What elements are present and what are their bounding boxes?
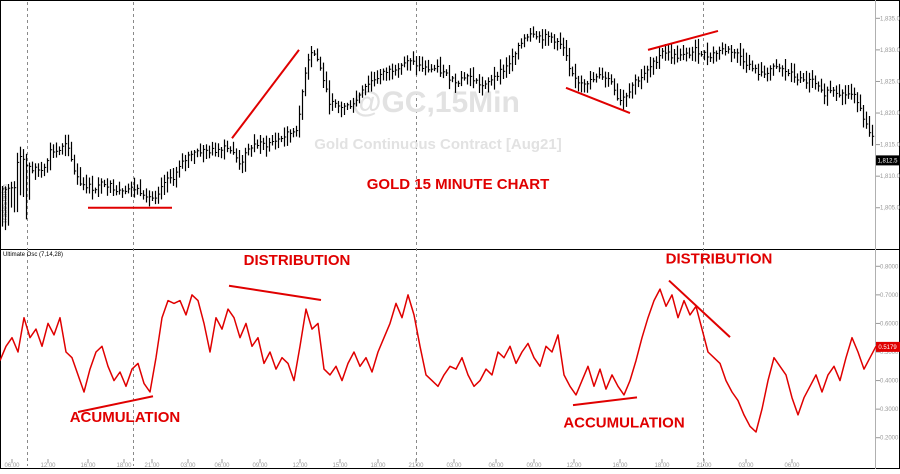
time-tick-label-2: 16:00 (80, 463, 96, 469)
session-lines (27, 2, 704, 466)
oscillator-annotations: DISTRIBUTION ACUMULATION ACCUMULATION DISTR… (70, 250, 773, 431)
time-tick-label-16: 16:00 (612, 463, 628, 469)
osc-tick-label-3: 0.5000 (880, 350, 899, 356)
watermark-contract: Gold Continuous Contract [Aug21] (314, 136, 561, 153)
time-tick-label-6: 06:00 (214, 463, 230, 469)
last-price-box (876, 155, 900, 166)
time-tick-label-0: 06:00 (4, 463, 20, 469)
time-tick-label-10: 18:00 (370, 463, 386, 469)
last-osc-box (876, 341, 900, 352)
time-tick-label-19: 03:00 (738, 463, 754, 469)
oscillator-trendlines (77, 279, 731, 413)
price-axis-ticks: 1,835.0 1,830.0 1,825.0 1,820.0 1,815.0 1,810… (876, 16, 900, 212)
time-tick-label-7: 09:00 (252, 463, 268, 469)
last-osc-label: 0.5179 (878, 345, 897, 351)
osc-tick-label-0: 0.8000 (880, 264, 899, 270)
annotation-distribution-0: DISTRIBUTION (244, 252, 351, 269)
osc-trendline-7 (668, 279, 731, 338)
time-tick-label-14: 09:00 (526, 463, 542, 469)
time-tick-label-1: 12:00 (40, 463, 56, 469)
price-bars (1, 26, 875, 231)
osc-tick-label-5: 0.3000 (880, 407, 899, 413)
price-tick-label-4: 1,815.0 (880, 143, 900, 149)
osc-tick-label-6: 0.2000 (880, 436, 899, 442)
annotation-accumulation-2: ACCUMULATION (563, 415, 684, 432)
osc-tick-label-4: 0.4000 (880, 379, 899, 385)
time-tick-label-11: 21:00 (408, 463, 424, 469)
price-trendline-1 (231, 49, 300, 139)
osc-trendline-6 (572, 396, 638, 407)
price-trendlines (88, 29, 719, 209)
price-tick-label-3: 1,820.0 (880, 111, 900, 117)
time-tick-label-9: 15:00 (332, 463, 348, 469)
osc-tick-label-2: 0.6000 (880, 321, 899, 327)
time-tick-label-13: 06:00 (488, 463, 504, 469)
time-tick-label-12: 03:00 (446, 463, 462, 469)
time-tick-label-3: 18:00 (116, 463, 132, 469)
chart-title: GOLD 15 MINUTE CHART (367, 176, 550, 193)
osc-trendline-5 (228, 284, 322, 301)
annotation-acumulation-1: ACUMULATION (70, 409, 181, 426)
price-tick-label-2: 1,825.0 (880, 79, 900, 85)
osc-tick-label-1: 0.7000 (880, 293, 899, 299)
oscillator-axis-ticks: 0.8000 0.7000 0.6000 0.5000 0.4000 0.3000 0.20… (876, 264, 899, 442)
oscillator-panel-label: Ultimate Osc (7,14,28) (3, 252, 63, 258)
last-price-marker: 1,812.5 (876, 155, 900, 166)
price-tick-label-1: 1,830.0 (880, 48, 900, 54)
time-tick-label-8: 12:00 (292, 463, 308, 469)
price-trendline-2 (565, 86, 631, 114)
time-tick-label-15: 12:00 (566, 463, 582, 469)
time-axis-ticks: 06:00 12:00 16:00 18:00 21:00 03:00 06:00 09:00… (4, 459, 800, 469)
price-tick-label-5: 1,810.0 (880, 174, 900, 180)
watermark-symbol: @GC,15Min (352, 86, 520, 119)
osc-trendline-4 (77, 395, 154, 413)
price-tick-label-6: 1,805.0 (880, 206, 900, 212)
time-tick-label-18: 21:00 (696, 463, 712, 469)
time-tick-label-20: 06:00 (784, 463, 800, 469)
last-price-label: 1,812.5 (877, 158, 898, 164)
time-tick-label-17: 18:00 (654, 463, 670, 469)
time-tick-label-5: 03:00 (180, 463, 196, 469)
last-osc-marker: 0.5179 (876, 341, 900, 352)
oscillator-line-group (0, 288, 877, 433)
time-tick-label-4: 21:00 (144, 463, 160, 469)
price-tick-label-0: 1,835.0 (880, 16, 900, 22)
price-trendline-3 (647, 29, 719, 51)
oscillator-line (0, 288, 877, 433)
annotation-distribution-3: DISTRIBUTION (666, 250, 773, 267)
